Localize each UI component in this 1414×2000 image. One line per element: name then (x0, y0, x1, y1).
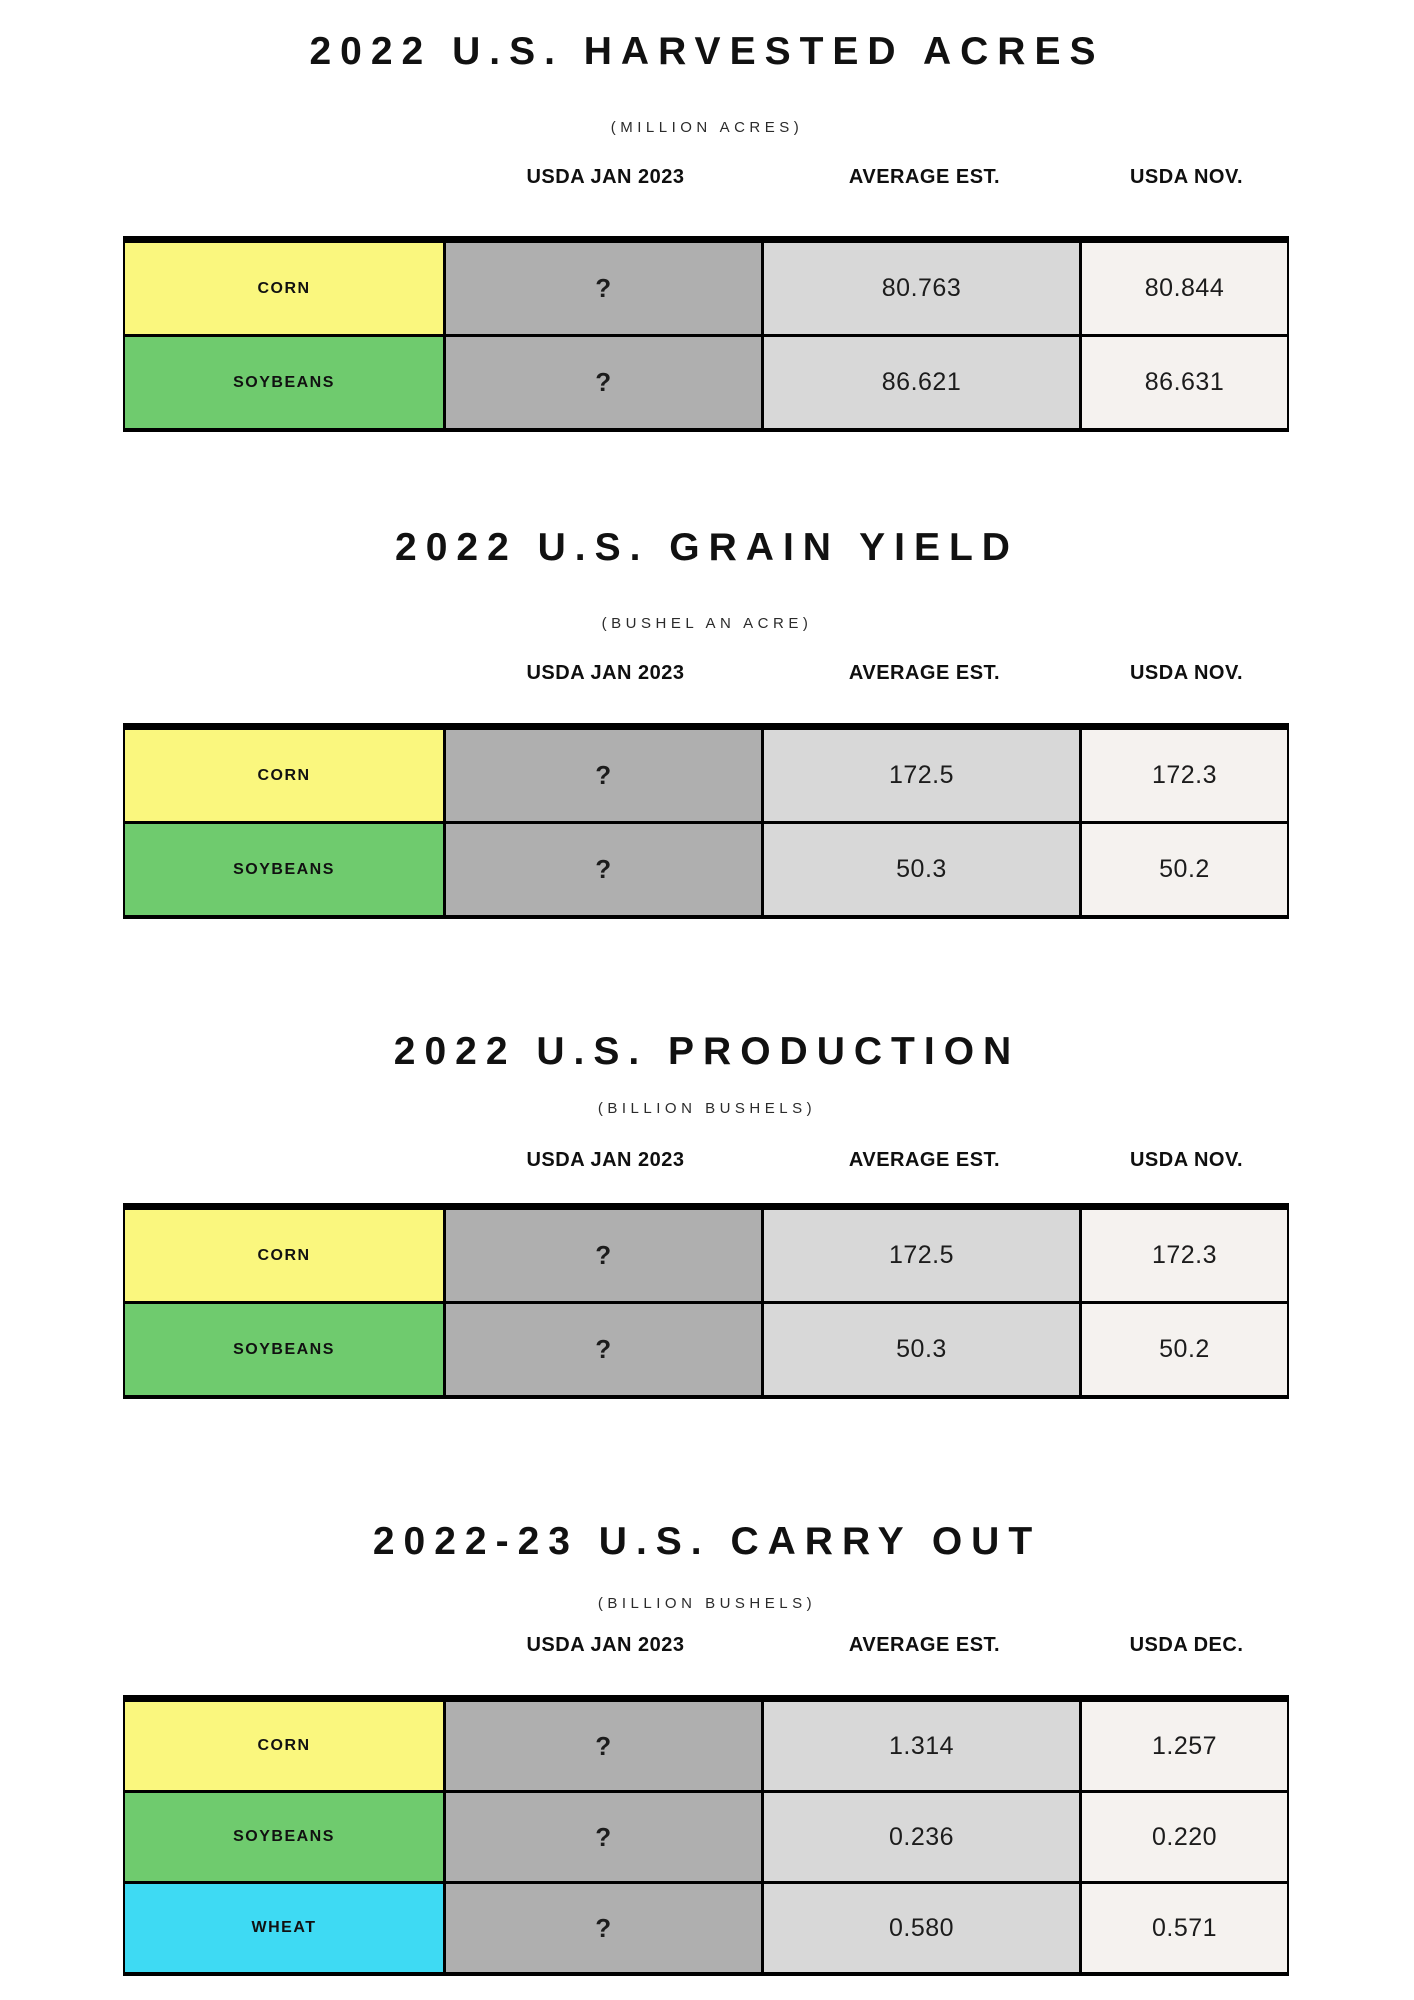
data-table: CORN ? 172.5 172.3 SOYBEANS ? 50.3 50.2 (123, 723, 1289, 919)
average-estimate-cell: 80.763 (764, 243, 1082, 334)
data-table: CORN ? 172.5 172.3 SOYBEANS ? 50.3 50.2 (123, 1203, 1289, 1399)
usda-report-cell: 50.2 (1082, 1304, 1287, 1395)
row-label-cell: SOYBEANS (125, 337, 446, 428)
usda-report-cell: 0.220 (1082, 1793, 1287, 1881)
jan-estimate-cell: ? (446, 1884, 764, 1972)
section-title: 2022 U.S. PRODUCTION (393, 1030, 1021, 1073)
table-row: CORN ? 172.5 172.3 (125, 730, 1287, 824)
column-header: USDA NOV. (1129, 1149, 1244, 1171)
table-row: SOYBEANS ? 50.3 50.2 (125, 1304, 1287, 1395)
average-estimate-cell: 50.3 (764, 1304, 1082, 1395)
section-title: 2022 U.S. GRAIN YIELD (395, 526, 1019, 569)
row-label-cell: SOYBEANS (125, 1304, 446, 1395)
column-headers: USDA JAN 2023 AVERAGE EST. USDA NOV. (123, 166, 1289, 189)
average-estimate-cell: 172.5 (764, 730, 1082, 821)
row-label-cell: CORN (125, 243, 446, 334)
table-row: CORN ? 1.314 1.257 (125, 1702, 1287, 1793)
average-estimate-cell: 86.621 (764, 337, 1082, 428)
column-headers: USDA JAN 2023 AVERAGE EST. USDA DEC. (123, 1634, 1289, 1657)
column-header-spacer (123, 166, 446, 189)
usda-report-cell: 80.844 (1082, 243, 1287, 334)
average-estimate-cell: 50.3 (764, 824, 1082, 915)
average-estimate-cell: 0.580 (764, 1884, 1082, 1972)
column-headers: USDA JAN 2023 AVERAGE EST. USDA NOV. (123, 662, 1289, 685)
jan-estimate-cell: ? (446, 1210, 764, 1301)
column-header: AVERAGE EST. (848, 166, 1001, 188)
usda-report-cell: 86.631 (1082, 337, 1287, 428)
data-table: CORN ? 1.314 1.257 SOYBEANS ? 0.236 0.22… (123, 1695, 1289, 1976)
row-label-cell: CORN (125, 730, 446, 821)
data-table: CORN ? 80.763 80.844 SOYBEANS ? 86.621 8… (123, 236, 1289, 432)
table-row: SOYBEANS ? 50.3 50.2 (125, 824, 1287, 915)
column-header: USDA DEC. (1129, 1634, 1244, 1656)
column-header: USDA NOV. (1129, 166, 1244, 188)
usda-report-cell: 172.3 (1082, 730, 1287, 821)
column-header: USDA JAN 2023 (526, 166, 685, 188)
section-subtitle: (MILLION ACRES) (610, 119, 804, 136)
column-header: AVERAGE EST. (848, 1149, 1001, 1171)
row-label-cell: SOYBEANS (125, 824, 446, 915)
usda-report-cell: 172.3 (1082, 1210, 1287, 1301)
row-label-cell: WHEAT (125, 1884, 446, 1972)
jan-estimate-cell: ? (446, 1702, 764, 1790)
column-header-spacer (123, 662, 446, 685)
jan-estimate-cell: ? (446, 1793, 764, 1881)
section-title: 2022-23 U.S. CARRY OUT (372, 1520, 1042, 1563)
usda-report-cell: 50.2 (1082, 824, 1287, 915)
section-title: 2022 U.S. HARVESTED ACRES (309, 30, 1105, 73)
jan-estimate-cell: ? (446, 243, 764, 334)
table-row: SOYBEANS ? 0.236 0.220 (125, 1793, 1287, 1884)
jan-estimate-cell: ? (446, 730, 764, 821)
column-header: USDA NOV. (1129, 662, 1244, 684)
jan-estimate-cell: ? (446, 337, 764, 428)
row-label-cell: SOYBEANS (125, 1793, 446, 1881)
column-header-spacer (123, 1149, 446, 1172)
average-estimate-cell: 1.314 (764, 1702, 1082, 1790)
average-estimate-cell: 0.236 (764, 1793, 1082, 1881)
table-row: SOYBEANS ? 86.621 86.631 (125, 337, 1287, 428)
jan-estimate-cell: ? (446, 824, 764, 915)
column-header: USDA JAN 2023 (526, 1149, 685, 1171)
table-row: WHEAT ? 0.580 0.571 (125, 1884, 1287, 1972)
column-header: AVERAGE EST. (848, 662, 1001, 684)
column-header: AVERAGE EST. (848, 1634, 1001, 1656)
section-subtitle: (BILLION BUSHELS) (597, 1100, 817, 1117)
table-row: CORN ? 80.763 80.844 (125, 243, 1287, 337)
column-header: USDA JAN 2023 (526, 662, 685, 684)
section-subtitle: (BILLION BUSHELS) (597, 1595, 817, 1612)
row-label-cell: CORN (125, 1210, 446, 1301)
row-label-cell: CORN (125, 1702, 446, 1790)
column-header: USDA JAN 2023 (526, 1634, 685, 1656)
usda-report-cell: 1.257 (1082, 1702, 1287, 1790)
table-row: CORN ? 172.5 172.3 (125, 1210, 1287, 1304)
usda-report-cell: 0.571 (1082, 1884, 1287, 1972)
column-header-spacer (123, 1634, 446, 1657)
jan-estimate-cell: ? (446, 1304, 764, 1395)
column-headers: USDA JAN 2023 AVERAGE EST. USDA NOV. (123, 1149, 1289, 1172)
section-subtitle: (BUSHEL AN ACRE) (601, 615, 813, 632)
average-estimate-cell: 172.5 (764, 1210, 1082, 1301)
